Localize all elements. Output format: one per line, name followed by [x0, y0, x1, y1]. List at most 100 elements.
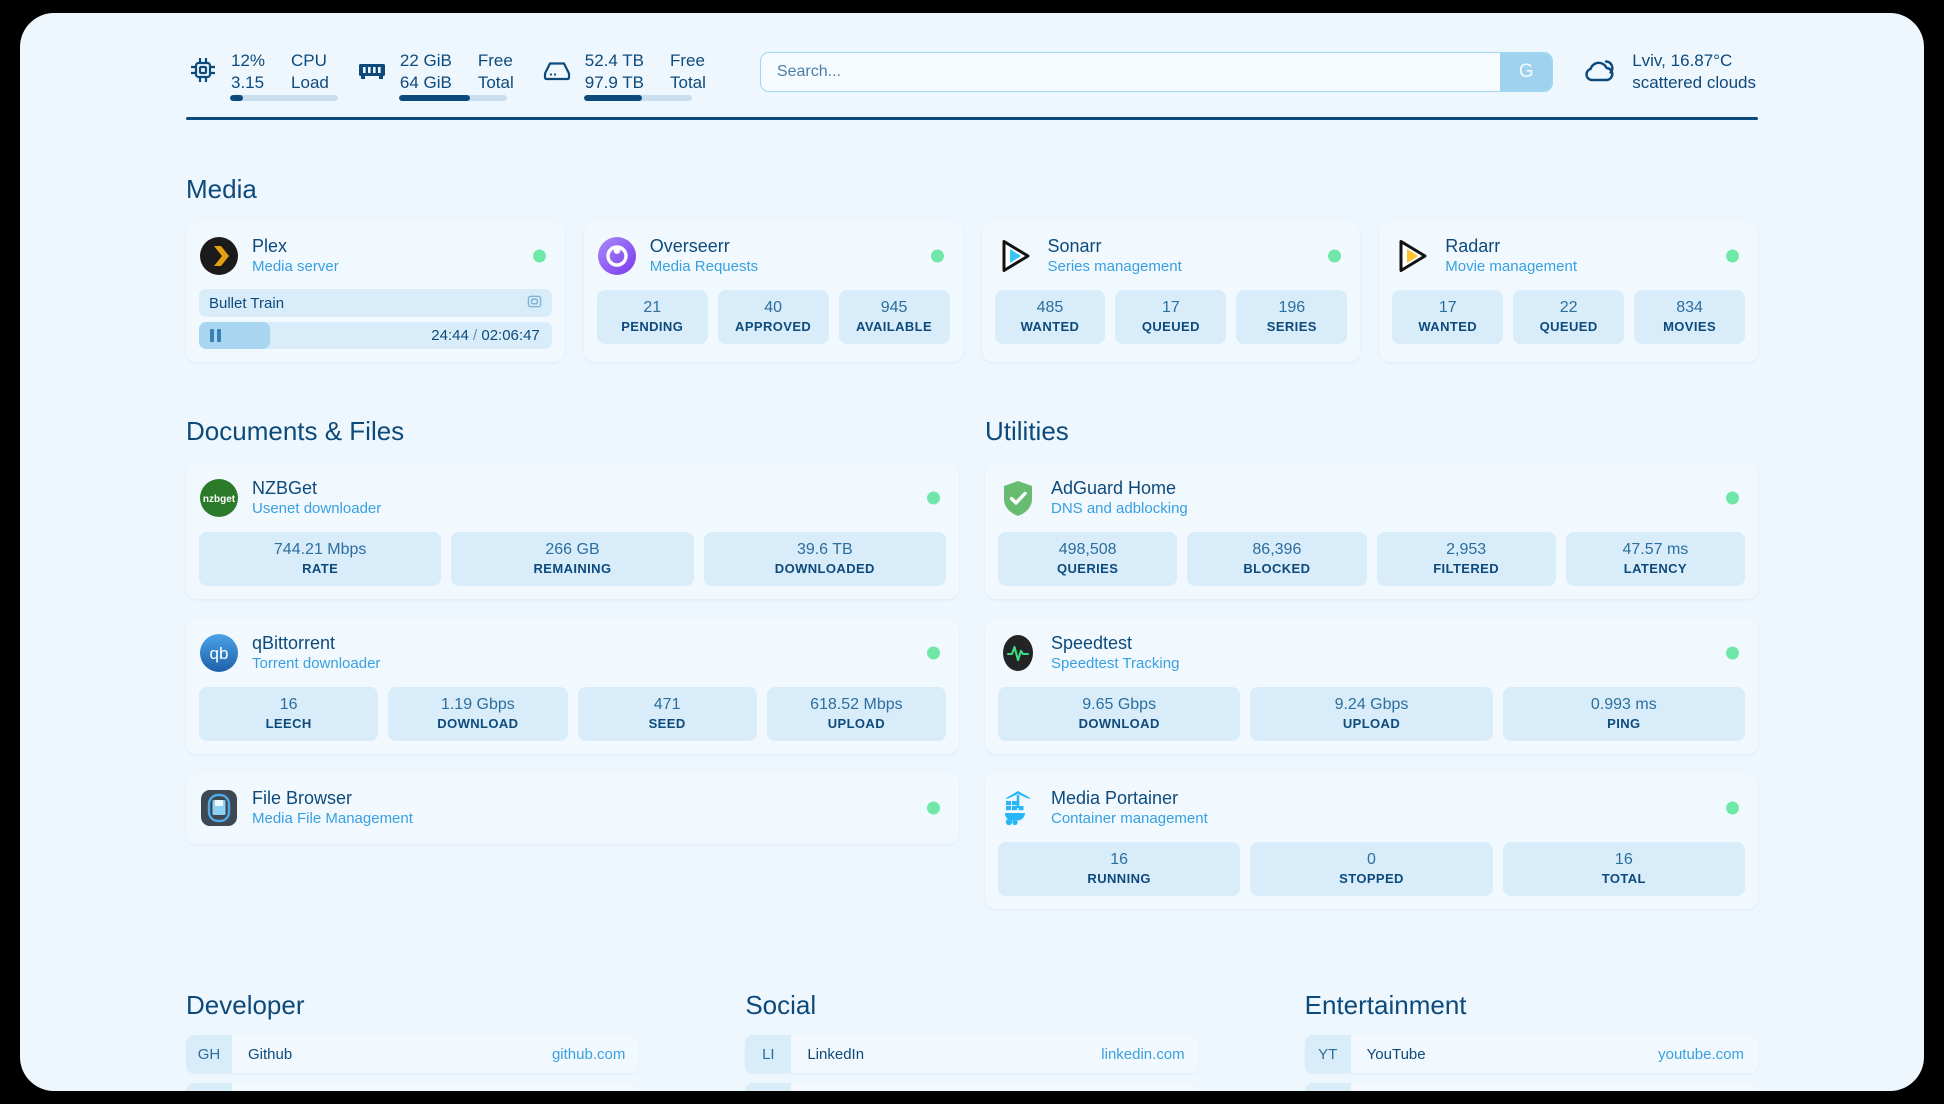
search-box[interactable]: G: [759, 52, 1554, 92]
stat-row: 9.65 Gbps DOWNLOAD 9.24 Gbps UPLOAD 0.993 ms…: [998, 687, 1745, 741]
service-card[interactable]: Sonarr Series management 485 WANTED 17 QUEUED…: [981, 221, 1361, 362]
stat-label: RUNNING: [1087, 871, 1151, 886]
bookmark-abbr: LI: [745, 1035, 792, 1073]
service-card[interactable]: Media Portainer Container management 16 RUN…: [985, 773, 1758, 909]
stat-label: BLOCKED: [1243, 561, 1311, 576]
pause-icon[interactable]: [210, 329, 221, 342]
bookmark-item[interactable]: SOStackOverflowstackoverflow.com: [186, 1083, 640, 1091]
resource-value-primary: 22 GiB: [399, 51, 452, 70]
stat-label: QUEUED: [1539, 319, 1598, 334]
filebrowser-logo: [199, 788, 239, 828]
stat-item: 618.52 Mbps UPLOAD: [766, 687, 946, 741]
stat-value: 498,508: [1058, 541, 1117, 558]
service-name: qBittorrent: [252, 633, 336, 653]
bookmark-url: linkedin.com: [1101, 1045, 1185, 1063]
search-submit-button[interactable]: G: [1500, 53, 1553, 91]
stat-item: 16 LEECH: [199, 687, 379, 741]
service-card-header: Radarr Movie management: [1392, 233, 1745, 279]
stat-label: MOVIES: [1663, 319, 1717, 334]
bookmark-item[interactable]: LI LinkedIn linkedin.com: [745, 1035, 1199, 1073]
stat-label: SEED: [648, 716, 686, 731]
stat-label: DOWNLOAD: [437, 716, 519, 731]
service-card[interactable]: qb qBittorrent Torrent downloader 16 LEECH 1.…: [186, 618, 959, 754]
bookmarks-area: Developer GH Github github.com SOStackOverfl…: [186, 990, 1758, 1091]
stat-row: 21 PENDING 40 APPROVED 945 AVAILABLE: [596, 290, 950, 344]
service-description: Container management: [1051, 810, 1208, 827]
resource-widget-cpu: 12% 3.15 CPU Load: [186, 50, 338, 101]
stat-label: QUERIES: [1056, 561, 1119, 576]
service-card[interactable]: Plex Media server Bullet Train 24:44 / 02:0…: [186, 221, 565, 362]
stat-label: RATE: [302, 561, 339, 576]
qbittorrent-logo: qb: [199, 633, 239, 673]
search-input[interactable]: [760, 53, 1501, 91]
stat-value: 22: [1559, 299, 1578, 316]
bookmark-name: YouTube: [1366, 1045, 1426, 1063]
resource-value-secondary: 97.9 TB: [584, 73, 644, 92]
cast-icon[interactable]: [527, 294, 542, 313]
stat-value: 471: [653, 696, 681, 713]
playback-time: 24:44 / 02:06:47: [431, 327, 540, 344]
playback-progress-bar[interactable]: 24:44 / 02:06:47: [199, 322, 552, 349]
resource-label-primary: Free: [477, 51, 513, 70]
now-playing-title: Bullet Train: [209, 294, 285, 312]
section-title-utilities: Utilities: [985, 416, 1069, 446]
bookmark-group: Entertainment YT YouTube youtube.com NFNetfl…: [1304, 990, 1758, 1091]
service-description: Speedtest Tracking: [1051, 655, 1180, 672]
service-card[interactable]: nzbget NZBGet Usenet downloader 744.21 Mbps…: [186, 463, 959, 599]
status-indicator: [1726, 801, 1739, 815]
stat-label: AVAILABLE: [856, 319, 933, 334]
stat-label: WANTED: [1020, 319, 1080, 334]
service-card[interactable]: File Browser Media File Management: [186, 773, 959, 844]
service-card[interactable]: AdGuard Home DNS and adblocking 498,508 QUE…: [985, 463, 1758, 599]
service-card[interactable]: Radarr Movie management 17 WANTED 22 QUEUED 83…: [1379, 221, 1758, 362]
service-card-header: Media Portainer Container management: [998, 785, 1745, 831]
stat-item: 485 WANTED: [994, 290, 1106, 344]
stat-item: 471 SEED: [577, 687, 757, 741]
service-description: Movie management: [1445, 258, 1577, 275]
bookmark-group: Developer GH Github github.com SOStackOverfl…: [186, 990, 640, 1091]
bookmark-abbr: GH: [186, 1035, 232, 1073]
stat-value: 16: [1614, 851, 1633, 868]
service-description: Media File Management: [252, 810, 413, 827]
stat-row: 16 LEECH 1.19 Gbps DOWNLOAD 471 SEED 618.52 Mb…: [199, 687, 946, 741]
status-indicator: [927, 801, 940, 815]
stat-label: DOWNLOAD: [1078, 716, 1160, 731]
stat-item: 47.57 ms LATENCY: [1565, 532, 1745, 586]
bookmark-item[interactable]: YT YouTube youtube.com: [1304, 1035, 1758, 1073]
header-divider: [186, 117, 1758, 120]
service-name: Speedtest: [1051, 633, 1133, 653]
stat-item: 39.6 TB DOWNLOADED: [703, 532, 946, 586]
bookmark-group-title: Developer: [186, 990, 305, 1020]
service-card[interactable]: Overseerr Media Requests 21 PENDING 40 APPROV…: [583, 221, 963, 362]
svg-text:qb: qb: [210, 644, 229, 663]
stat-label: WANTED: [1418, 319, 1478, 334]
status-indicator: [927, 646, 940, 660]
service-card-header: Speedtest Speedtest Tracking: [998, 630, 1745, 676]
status-indicator: [1726, 491, 1739, 505]
media-card-grid: Plex Media server Bullet Train 24:44 / 02:0…: [186, 221, 1758, 362]
weather-condition: scattered clouds: [1632, 73, 1756, 92]
service-card[interactable]: Speedtest Speedtest Tracking 9.65 Gbps DOWN…: [985, 618, 1758, 754]
stat-item: 86,396 BLOCKED: [1187, 532, 1367, 586]
bookmark-item[interactable]: GH Github github.com: [186, 1035, 640, 1073]
stat-value: 0.993 ms: [1590, 696, 1657, 713]
stat-value: 86,396: [1252, 541, 1302, 558]
bookmark-item[interactable]: TWTwittertwitter.com: [745, 1083, 1199, 1091]
stat-label: UPLOAD: [1342, 716, 1401, 731]
bookmark-abbr: TW: [745, 1083, 792, 1091]
status-indicator: [927, 491, 940, 505]
speedtest-logo: [998, 633, 1038, 673]
bookmark-item[interactable]: NFNetflixnetflix.com: [1304, 1083, 1758, 1091]
stat-value: 9.24 Gbps: [1334, 696, 1409, 713]
stat-row: 744.21 Mbps RATE 266 GB REMAINING 39.6 TB DOW…: [199, 532, 946, 586]
service-card-header: qb qBittorrent Torrent downloader: [199, 630, 946, 676]
disk-icon: [540, 50, 574, 90]
stat-label: SERIES: [1266, 319, 1317, 334]
status-indicator: [1726, 646, 1739, 660]
plex-logo: [199, 236, 239, 276]
stat-value: 16: [279, 696, 298, 713]
stat-item: 1.19 Gbps DOWNLOAD: [388, 687, 568, 741]
service-name: Radarr: [1445, 236, 1501, 256]
resource-value-secondary: 64 GiB: [399, 73, 452, 92]
overseerr-logo: [597, 236, 637, 276]
